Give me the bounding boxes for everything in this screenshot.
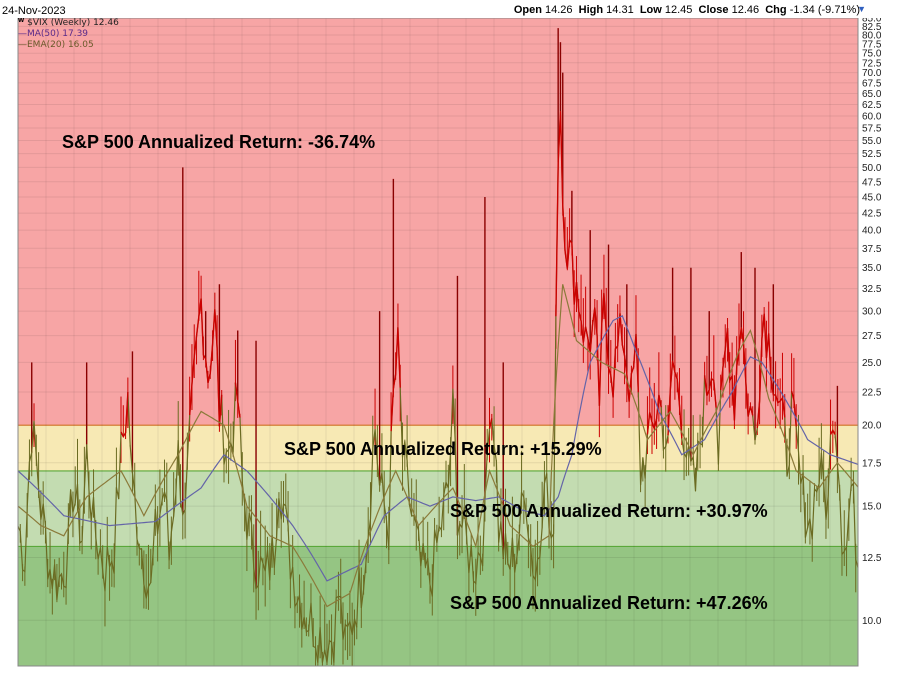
grid-lines bbox=[17, 18, 859, 666]
y-tick-label: 42.5 bbox=[862, 209, 882, 220]
y-tick-label: 35.0 bbox=[862, 263, 882, 274]
ema-legend-swatch-icon: — bbox=[18, 40, 27, 50]
vix-chart: S&P 500 Annualized Return: -36.74% S&P 5… bbox=[0, 18, 900, 675]
plot-frame bbox=[17, 18, 859, 667]
y-tick-label: 52.5 bbox=[862, 149, 882, 160]
open-value: 14.26 bbox=[545, 4, 573, 16]
legend-ema: —EMA(20) 16.05 bbox=[18, 40, 94, 50]
y-axis: 10.0 12.5 15.0 17.5 20.0 22.5 25.0 27.5 30.0 32.5… bbox=[862, 18, 882, 627]
legend-vix: ᵂ $VIX (Weekly) 12.46 bbox=[18, 18, 119, 28]
y-tick-label: 30.0 bbox=[862, 307, 882, 318]
vix-legend-icon: ᵂ bbox=[18, 18, 25, 28]
y-tick-label: 77.5 bbox=[862, 39, 882, 50]
ohlc-readout: Open 14.26 High 14.31 Low 12.45 Close 12… bbox=[514, 4, 860, 16]
y-tick-label: 67.5 bbox=[862, 78, 882, 89]
low-value: 12.45 bbox=[664, 4, 693, 16]
y-tick-label: 32.5 bbox=[862, 284, 882, 295]
zone-label-light-green: S&P 500 Annualized Return: +30.97% bbox=[450, 501, 768, 521]
chg-label: Chg bbox=[765, 4, 787, 16]
y-tick-label: 60.0 bbox=[862, 112, 882, 123]
ema20-line bbox=[17, 284, 859, 608]
y-tick-label: 80.0 bbox=[862, 31, 882, 42]
y-tick-label: 22.5 bbox=[862, 388, 882, 399]
y-tick-label: 20.0 bbox=[862, 421, 882, 432]
y-tick-label: 57.5 bbox=[862, 123, 882, 134]
open-label: Open bbox=[513, 4, 542, 16]
y-tick-label: 12.5 bbox=[862, 553, 882, 564]
close-label: Close bbox=[698, 4, 729, 16]
y-tick-label: 10.0 bbox=[862, 616, 882, 627]
y-tick-label: 75.0 bbox=[862, 49, 882, 60]
vix-price-line-high bbox=[120, 111, 836, 439]
zone-bands bbox=[18, 18, 858, 666]
dropdown-caret-icon[interactable]: ▼ bbox=[857, 4, 866, 14]
y-tick-label: 25.0 bbox=[862, 358, 882, 369]
zone-label-dark-green: S&P 500 Annualized Return: +47.26% bbox=[450, 593, 768, 613]
y-tick-label: 17.5 bbox=[862, 458, 882, 469]
zone-red bbox=[18, 18, 858, 426]
y-tick-label: 85.0 bbox=[862, 18, 882, 25]
y-tick-label: 72.5 bbox=[862, 58, 882, 69]
y-tick-label: 37.5 bbox=[862, 244, 882, 255]
chg-value: -1.34 (-9.71%) bbox=[789, 4, 860, 16]
y-tick-label: 15.0 bbox=[862, 502, 882, 513]
zone-label-red: S&P 500 Annualized Return: -36.74% bbox=[62, 132, 375, 152]
y-tick-label: 62.5 bbox=[862, 100, 882, 111]
y-tick-label: 40.0 bbox=[862, 226, 882, 237]
y-tick-label: 47.5 bbox=[862, 177, 882, 188]
vix-price-line-low bbox=[17, 111, 859, 663]
y-tick-label: 27.5 bbox=[862, 331, 882, 342]
zone-labels: S&P 500 Annualized Return: -36.74% S&P 5… bbox=[62, 132, 768, 613]
close-value: 12.46 bbox=[731, 4, 760, 16]
y-tick-label: 50.0 bbox=[862, 163, 882, 174]
chart-header: 24-Nov-2023 Open 14.26 High 14.31 Low 12… bbox=[0, 0, 900, 18]
y-tick-label: 55.0 bbox=[862, 136, 882, 147]
y-tick-label: 45.0 bbox=[862, 192, 882, 203]
high-label: High bbox=[578, 4, 604, 16]
y-tick-label: 82.5 bbox=[862, 22, 882, 33]
zone-label-yellow: S&P 500 Annualized Return: +15.29% bbox=[284, 439, 602, 459]
y-tick-label: 70.0 bbox=[862, 68, 882, 79]
high-value: 14.31 bbox=[606, 4, 634, 16]
y-tick-label: 65.0 bbox=[862, 89, 882, 100]
ma-legend-swatch-icon: — bbox=[18, 29, 27, 39]
legend-ma: —MA(50) 17.39 bbox=[18, 29, 89, 39]
low-label: Low bbox=[639, 4, 662, 16]
zone-dark-green bbox=[18, 546, 858, 666]
chart-date: 24-Nov-2023 bbox=[2, 5, 66, 17]
chart-legend: ᵂ $VIX (Weekly) 12.46 —MA(50) 17.39 —EMA… bbox=[18, 18, 119, 51]
